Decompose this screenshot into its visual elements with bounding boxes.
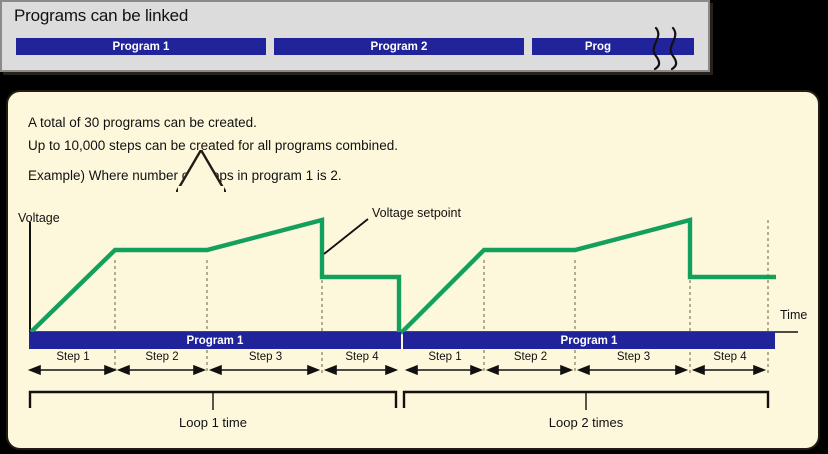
voltage-time-chart: Voltage Time Voltage setpoint Program 1 …	[8, 92, 818, 448]
step-label-p2-s1: Step 1	[428, 351, 462, 363]
program-bar-2[interactable]: Program 2	[274, 38, 524, 55]
program-bar-3-label: Prog	[584, 40, 612, 53]
step-label-p1-s4: Step 4	[345, 351, 379, 363]
x-axis-label: Time	[780, 308, 808, 322]
program-bar-1[interactable]: Program 1	[16, 38, 266, 55]
programs-linked-panel: Programs can be linked Program 1 Program…	[0, 0, 710, 72]
step-label-p2-s4: Step 4	[713, 351, 747, 363]
chart-canvas	[27, 217, 798, 410]
chart-program-band-2[interactable]: Program 1	[403, 332, 775, 349]
note-line-1: A total of 30 programs can be created.	[28, 115, 257, 130]
chart-program-band-1-label: Program 1	[186, 334, 244, 347]
loop-brackets	[28, 390, 770, 408]
program-bar-2-label: Program 2	[370, 40, 428, 53]
voltage-setpoint-annotation: Voltage setpoint	[372, 206, 461, 220]
note-line-2: Up to 10,000 steps can be created for al…	[28, 138, 398, 153]
page-title: Programs can be linked	[14, 6, 189, 25]
program-bar-1-label: Program 1	[112, 40, 170, 53]
loop-label-2: Loop 2 times	[548, 415, 624, 430]
program-bar-3[interactable]: Prog	[532, 38, 694, 55]
step-label-p1-s2: Step 2	[145, 351, 179, 363]
loop-bracket-stems	[212, 392, 587, 410]
callout-pointer	[176, 150, 226, 192]
voltage-setpoint-line	[29, 217, 776, 335]
step-label-p2-s2: Step 2	[513, 351, 548, 363]
loop-label-1: Loop 1 time	[179, 415, 247, 430]
chart-program-band-1[interactable]: Program 1	[29, 332, 401, 349]
y-axis-label: Voltage	[18, 211, 60, 225]
step-label-p1-s1: Step 1	[56, 351, 90, 363]
setpoint-leader-line	[323, 218, 369, 255]
step-arrows	[27, 364, 767, 376]
info-callout: A total of 30 programs can be created. U…	[6, 90, 820, 450]
step-label-p2-s3: Step 3	[616, 351, 651, 363]
step-label-p1-s3: Step 3	[248, 351, 283, 363]
chart-program-band-2-label: Program 1	[560, 334, 618, 347]
